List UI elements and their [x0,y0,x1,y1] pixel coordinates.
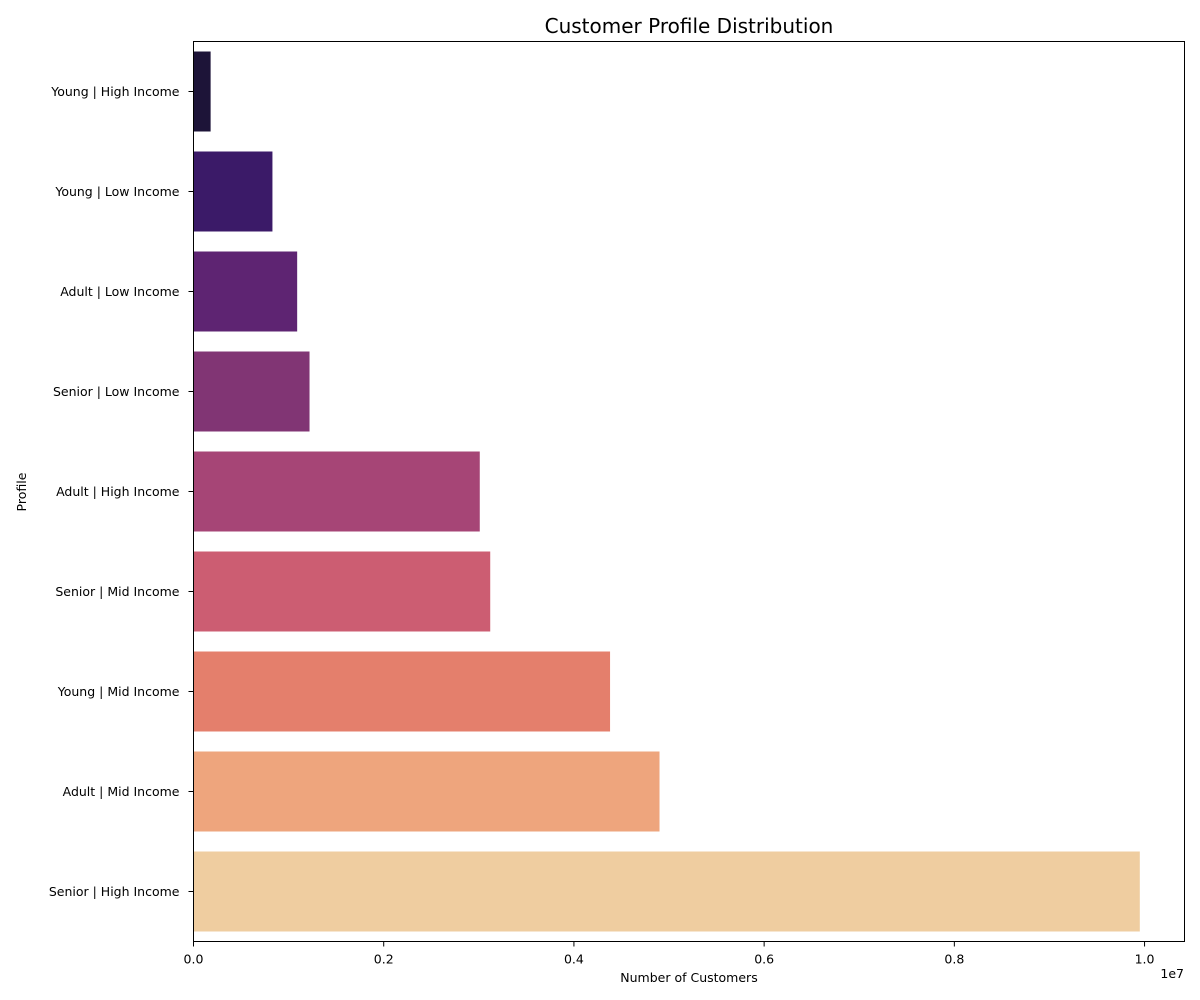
chart-title: Customer Profile Distribution [545,14,834,38]
x-tick-label: 0.0 [184,952,204,967]
x-axis-ticks: 0.0 0.2 0.4 0.6 0.8 1.0 [184,942,1155,967]
x-axis-label: Number of Customers [620,970,757,985]
y-axis-label: Profile [14,472,29,511]
bar [194,652,611,732]
x-tick-label: 1.0 [1135,952,1155,967]
x-axis-offset-text: 1e7 [1160,966,1184,981]
y-tick-label: Senior | Mid Income [55,584,179,599]
bars-group [194,52,1140,932]
y-tick-label: Adult | Mid Income [63,784,180,799]
bar [194,352,310,432]
y-tick-label: Senior | Low Income [53,384,180,399]
x-tick-label: 0.4 [564,952,584,967]
y-axis-ticks: Young | High Income Young | Low Income Adu… [49,84,194,899]
bar [194,852,1140,932]
y-tick-label: Young | High Income [50,84,180,99]
bar [194,252,298,332]
x-tick-label: 0.2 [374,952,394,967]
bar [194,52,211,132]
y-tick-label: Senior | High Income [49,884,180,899]
x-tick-label: 0.8 [944,952,964,967]
y-tick-label: Adult | Low Income [60,284,180,299]
x-tick-label: 0.6 [754,952,774,967]
bar [194,752,660,832]
bar [194,452,480,532]
y-tick-label: Young | Mid Income [57,684,180,699]
bar [194,552,491,632]
y-tick-label: Adult | High Income [56,484,180,499]
bar [194,152,273,232]
y-tick-label: Young | Low Income [54,184,179,199]
